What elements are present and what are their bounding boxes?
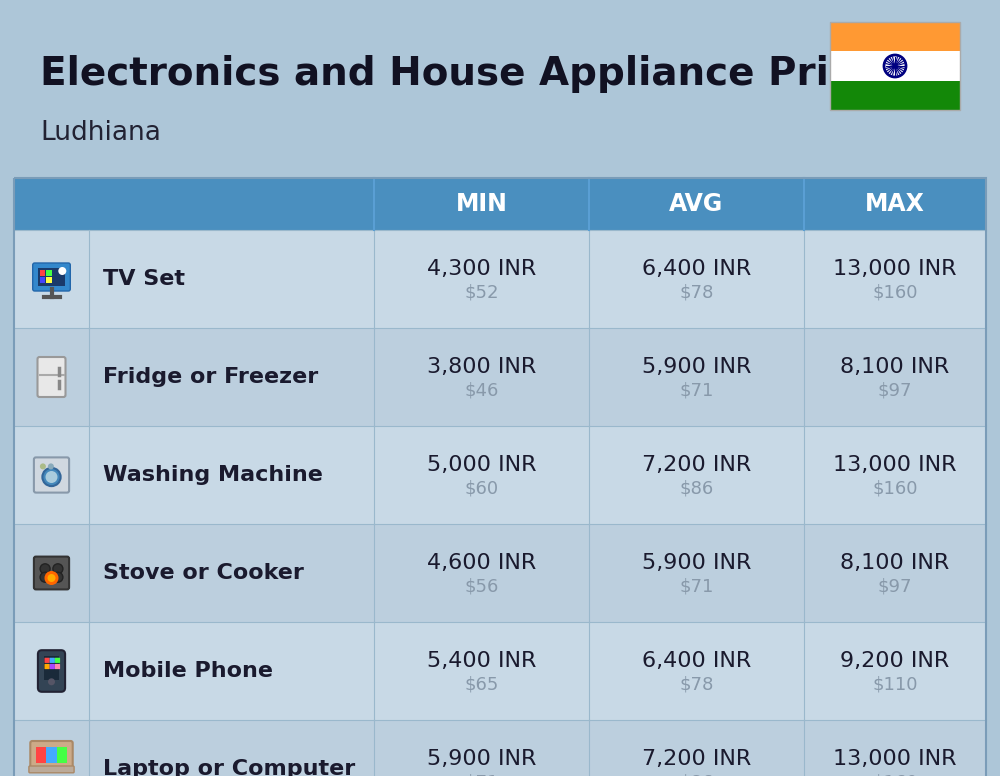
FancyBboxPatch shape — [50, 664, 55, 669]
Circle shape — [48, 574, 56, 582]
Text: MIN: MIN — [456, 192, 507, 216]
Text: Ludhiana: Ludhiana — [40, 120, 161, 146]
Text: 7,200 INR: 7,200 INR — [642, 749, 751, 769]
Text: TV Set: TV Set — [103, 269, 185, 289]
Bar — [830, 22, 960, 51]
Text: 13,000 INR: 13,000 INR — [833, 259, 957, 279]
Circle shape — [58, 267, 66, 275]
Text: $65: $65 — [464, 676, 499, 694]
FancyBboxPatch shape — [50, 658, 55, 663]
FancyBboxPatch shape — [38, 650, 65, 691]
Text: 5,900 INR: 5,900 INR — [642, 553, 751, 573]
Bar — [14, 178, 986, 230]
Circle shape — [40, 463, 46, 469]
FancyBboxPatch shape — [55, 664, 60, 669]
Text: $110: $110 — [872, 676, 918, 694]
Text: $71: $71 — [679, 578, 714, 596]
Text: Laptop or Computer: Laptop or Computer — [103, 759, 355, 776]
Bar — [830, 22, 960, 110]
Text: $97: $97 — [878, 382, 912, 400]
Bar — [36, 747, 46, 763]
Text: MAX: MAX — [865, 192, 925, 216]
Bar — [830, 81, 960, 110]
Circle shape — [42, 468, 61, 486]
FancyBboxPatch shape — [29, 766, 74, 773]
Text: Fridge or Freezer: Fridge or Freezer — [103, 367, 318, 387]
Text: 6,400 INR: 6,400 INR — [642, 259, 751, 279]
FancyBboxPatch shape — [55, 658, 60, 663]
Text: $78: $78 — [679, 676, 714, 694]
Text: $71: $71 — [679, 382, 714, 400]
Text: 8,100 INR: 8,100 INR — [840, 357, 950, 377]
Bar — [14, 524, 986, 622]
Text: $60: $60 — [464, 480, 499, 498]
Text: 13,000 INR: 13,000 INR — [833, 455, 957, 475]
Bar — [14, 178, 986, 776]
Text: Mobile Phone: Mobile Phone — [103, 661, 273, 681]
Text: Stove or Cooker: Stove or Cooker — [103, 563, 304, 583]
Text: $56: $56 — [464, 578, 499, 596]
Text: 4,600 INR: 4,600 INR — [427, 553, 536, 573]
Bar — [14, 230, 986, 328]
Text: $160: $160 — [872, 284, 918, 302]
Text: $97: $97 — [878, 578, 912, 596]
Bar — [14, 426, 986, 524]
Text: $46: $46 — [464, 382, 499, 400]
Circle shape — [53, 564, 63, 573]
Bar — [57, 747, 67, 763]
Text: $71: $71 — [464, 774, 499, 776]
Bar — [40, 270, 45, 276]
Bar — [14, 328, 986, 426]
Circle shape — [40, 572, 50, 582]
Text: $160: $160 — [872, 480, 918, 498]
Text: 13,000 INR: 13,000 INR — [833, 749, 957, 769]
Circle shape — [44, 571, 58, 585]
Bar — [830, 51, 960, 81]
FancyBboxPatch shape — [45, 664, 50, 669]
Text: 5,900 INR: 5,900 INR — [642, 357, 751, 377]
Circle shape — [48, 678, 55, 685]
FancyBboxPatch shape — [45, 658, 50, 663]
FancyBboxPatch shape — [34, 457, 69, 493]
FancyBboxPatch shape — [33, 263, 70, 291]
FancyBboxPatch shape — [38, 357, 66, 397]
Bar — [46, 747, 57, 763]
Text: AVG: AVG — [669, 192, 724, 216]
Text: $52: $52 — [464, 284, 499, 302]
Circle shape — [48, 463, 54, 469]
Circle shape — [53, 572, 63, 582]
Text: 9,200 INR: 9,200 INR — [840, 651, 950, 671]
Bar — [44, 656, 59, 680]
Text: Washing Machine: Washing Machine — [103, 465, 323, 485]
Text: $78: $78 — [679, 284, 714, 302]
Text: 4,300 INR: 4,300 INR — [427, 259, 536, 279]
Text: 3,800 INR: 3,800 INR — [427, 357, 536, 377]
Text: $86: $86 — [679, 480, 714, 498]
Text: 5,000 INR: 5,000 INR — [427, 455, 536, 475]
FancyBboxPatch shape — [34, 556, 69, 590]
Text: 7,200 INR: 7,200 INR — [642, 455, 751, 475]
Text: 5,400 INR: 5,400 INR — [427, 651, 536, 671]
Text: $86: $86 — [679, 774, 714, 776]
Bar — [14, 622, 986, 720]
FancyBboxPatch shape — [30, 741, 73, 769]
Circle shape — [46, 471, 58, 483]
Bar — [38, 268, 65, 286]
Bar — [36, 747, 67, 763]
Bar — [46, 277, 52, 282]
Text: 6,400 INR: 6,400 INR — [642, 651, 751, 671]
Text: Electronics and House Appliance Prices: Electronics and House Appliance Prices — [40, 55, 901, 93]
Text: 5,900 INR: 5,900 INR — [427, 749, 536, 769]
Bar — [14, 720, 986, 776]
Text: $160: $160 — [872, 774, 918, 776]
Bar — [40, 277, 45, 282]
Bar — [46, 270, 52, 276]
Circle shape — [40, 564, 50, 573]
Text: 8,100 INR: 8,100 INR — [840, 553, 950, 573]
